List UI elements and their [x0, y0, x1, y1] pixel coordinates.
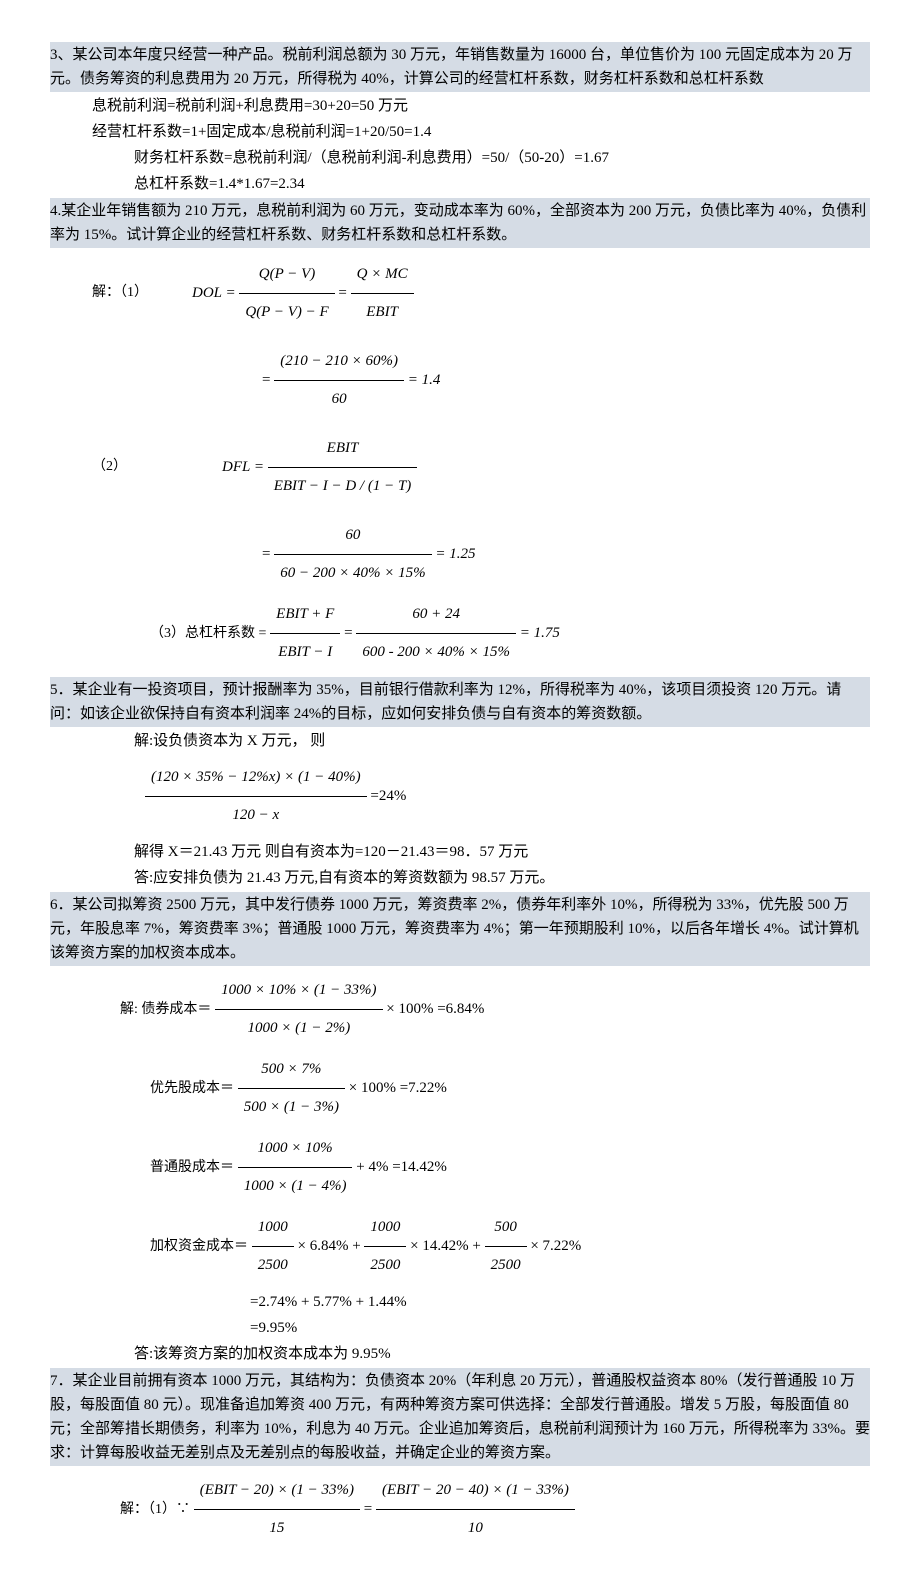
dtl-result: = 1.75 — [520, 625, 560, 641]
q6-wacc-row3: =9.95% — [250, 1316, 870, 1340]
q3-line4: 总杠杆系数=1.4*1.67=2.34 — [50, 172, 870, 196]
dol-num3: (210 − 210 × 60%) — [274, 345, 404, 381]
dol-lhs: DOL = — [192, 285, 236, 301]
q6-wacc-row1: 加权资金成本＝ 10002500 × 6.84% + 10002500 × 14… — [150, 1211, 870, 1282]
dfl-num1: EBIT — [268, 432, 418, 468]
q7-eq: 解：（1）∵ (EBIT − 20) × (1 − 33%)15 = (EBIT… — [120, 1474, 870, 1545]
dfl-den1: EBIT − I − D / (1 − T) — [268, 468, 418, 503]
q7-rhs-den: 10 — [376, 1510, 575, 1545]
dfl-lhs: DFL = — [222, 459, 264, 475]
q5-line1: 解:设负债资本为 X 万元， 则 — [50, 729, 870, 753]
q6-pref-num: 500 × 7% — [238, 1053, 345, 1089]
q6-comm-num: 1000 × 10% — [238, 1132, 353, 1168]
dtl-num2: 60 + 24 — [356, 598, 516, 634]
q6-bond-tail: × 100% =6.84% — [386, 1001, 484, 1017]
w3-den: 2500 — [485, 1247, 527, 1282]
dtl-den1: EBIT − I — [270, 634, 340, 669]
q6-comm-den: 1000 × (1 − 4%) — [238, 1168, 353, 1203]
q4-dol-row1: 解：（1） DOL = Q(P − V)Q(P − V) − F = Q × M… — [50, 250, 870, 337]
q6-wacc-label: 加权资金成本＝ — [150, 1239, 248, 1254]
q5-eq-rhs: =24% — [370, 788, 406, 804]
q6-bond: 解: 债券成本＝ 1000 × 10% × (1 − 33%)1000 × (1… — [120, 974, 870, 1045]
q4-label-1: 解：（1） — [50, 282, 182, 304]
w1-mul: × 6.84% + — [298, 1238, 361, 1254]
dol-num2: Q × MC — [351, 258, 414, 294]
q6-comm-tail: + 4% =14.42% — [356, 1159, 447, 1175]
q7-rhs-num: (EBIT − 20 − 40) × (1 − 33%) — [376, 1474, 575, 1510]
q6-pref-tail: × 100% =7.22% — [349, 1080, 447, 1096]
q7-lhs-num: (EBIT − 20) × (1 − 33%) — [194, 1474, 360, 1510]
q5-line4: 答:应安排负债为 21.43 万元,自有资本的筹资数额为 98.57 万元。 — [50, 866, 870, 890]
q6-bond-den: 1000 × (1 − 2%) — [215, 1010, 382, 1045]
w1-den: 2500 — [252, 1247, 294, 1282]
q6-bond-num: 1000 × 10% × (1 − 33%) — [215, 974, 382, 1010]
q3-line3: 财务杠杆系数=息税前利润/（息税前利润-利息费用）=50/（50-20）=1.6… — [50, 146, 870, 170]
q5-eq-den: 120 − x — [145, 797, 367, 832]
q6-pref-label: 优先股成本＝ — [150, 1081, 234, 1096]
q4-label-3: （3）总杠杆系数 = — [150, 626, 266, 641]
w1-num: 1000 — [252, 1211, 294, 1247]
q3-title: 3、某公司本年度只经营一种产品。税前利润总额为 30 万元，年销售数量为 160… — [50, 42, 870, 92]
q6-comm-label: 普通股成本＝ — [150, 1160, 234, 1175]
q6-pref-den: 500 × (1 − 3%) — [238, 1089, 345, 1124]
q7-title: 7．某企业目前拥有资本 1000 万元，其结构为：负债资本 20%（年利息 20… — [50, 1368, 870, 1466]
q4-dfl-row1: （2） DFL = EBITEBIT − I − D / (1 − T) — [50, 424, 870, 511]
q4-title: 4.某企业年销售额为 210 万元，息税前利润为 60 万元，变动成本率为 60… — [50, 198, 870, 248]
w2-den: 2500 — [364, 1247, 406, 1282]
dfl-num2: 60 — [274, 519, 431, 555]
w3-num: 500 — [485, 1211, 527, 1247]
dol-den1: Q(P − V) − F — [239, 294, 334, 329]
q5-line3: 解得 X＝21.43 万元 则自有资本为=120－21.43＝98．57 万元 — [50, 840, 870, 864]
q3-line1: 息税前利润=税前利润+利息费用=30+20=50 万元 — [50, 94, 870, 118]
dol-result: = 1.4 — [408, 372, 441, 388]
q6-bond-label: 解: 债券成本＝ — [120, 1002, 211, 1017]
q4-label-2: （2） — [50, 456, 182, 478]
q7-lhs-den: 15 — [194, 1510, 360, 1545]
q5-eq-num: (120 × 35% − 12%x) × (1 − 40%) — [145, 761, 367, 797]
q7-label: 解：（1）∵ — [120, 1502, 190, 1517]
q6-pref: 优先股成本＝ 500 × 7%500 × (1 − 3%) × 100% =7.… — [150, 1053, 870, 1124]
w3-mul: × 7.22% — [530, 1238, 581, 1254]
q3-line2: 经营杠杆系数=1+固定成本/息税前利润=1+20/50=1.4 — [50, 120, 870, 144]
w2-mul: × 14.42% + — [410, 1238, 481, 1254]
dtl-num1: EBIT + F — [270, 598, 340, 634]
q4-dtl-row: （3）总杠杆系数 = EBIT + FEBIT − I = 60 + 24600… — [150, 598, 870, 669]
dfl-den2: 60 − 200 × 40% × 15% — [274, 555, 431, 590]
dol-den3: 60 — [274, 381, 404, 416]
dtl-den2: 600 - 200 × 40% × 15% — [356, 634, 516, 669]
q5-title: 5．某企业有一投资项目，预计报酬率为 35%，目前银行借款利率为 12%，所得税… — [50, 677, 870, 727]
q6-answer: 答:该筹资方案的加权资本成本为 9.95% — [50, 1342, 870, 1366]
q6-comm: 普通股成本＝ 1000 × 10%1000 × (1 − 4%) + 4% =1… — [150, 1132, 870, 1203]
dol-den2: EBIT — [351, 294, 414, 329]
q4-dol-row2: = (210 − 210 × 60%)60 = 1.4 — [262, 345, 870, 416]
w2-num: 1000 — [364, 1211, 406, 1247]
dol-num1: Q(P − V) — [239, 258, 334, 294]
q6-wacc-row2: =2.74% + 5.77% + 1.44% — [250, 1290, 870, 1314]
dfl-result: = 1.25 — [435, 546, 475, 562]
q6-title: 6．某公司拟筹资 2500 万元，其中发行债券 1000 万元，筹资费率 2%，… — [50, 892, 870, 966]
q5-eq: (120 × 35% − 12%x) × (1 − 40%)120 − x =2… — [145, 761, 870, 832]
q4-dfl-row2: = 6060 − 200 × 40% × 15% = 1.25 — [262, 519, 870, 590]
